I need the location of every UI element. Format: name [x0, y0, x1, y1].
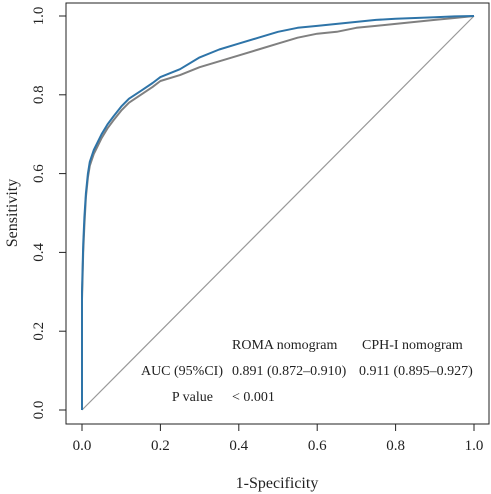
y-tick-label: 0.4 — [31, 243, 47, 262]
x-tick-label: 0.8 — [386, 438, 405, 454]
roma-column-header: ROMA nomogram — [232, 338, 338, 353]
y-tick-label: 0.2 — [31, 322, 47, 341]
plot-area — [81, 15, 475, 411]
x-axis: 0.0 0.2 0.4 0.6 0.8 1.0 — [73, 424, 484, 454]
cph-roc-curve — [81, 15, 475, 410]
reference-diagonal-line — [81, 15, 475, 411]
x-tick-label: 0.4 — [229, 438, 248, 454]
y-axis-title: Sensitivity — [4, 179, 21, 247]
x-tick-label: 1.0 — [465, 438, 484, 454]
plot-frame — [65, 2, 490, 425]
y-axis: 0.0 0.2 0.4 0.6 0.8 1.0 — [31, 7, 66, 420]
y-tick-label: 1.0 — [31, 7, 47, 26]
cph-auc-value: 0.911 (0.895–0.927) — [359, 364, 473, 379]
x-axis-title: 1-Specificity — [236, 475, 319, 492]
x-tick-label: 0.6 — [308, 438, 327, 454]
x-tick-label: 0.2 — [151, 438, 170, 454]
y-tick-label: 0.8 — [31, 85, 47, 104]
x-tick-label: 0.0 — [73, 438, 92, 454]
p-value: < 0.001 — [232, 390, 275, 405]
p-value-label: P value — [172, 390, 213, 405]
auc-row-label: AUC (95%CI) — [141, 364, 223, 379]
y-tick-label: 0.0 — [31, 401, 47, 420]
y-tick-label: 0.6 — [31, 164, 47, 183]
auc-annotation: ROMA nomogram CPH-I nomogram AUC (95%CI)… — [141, 338, 473, 405]
roma-auc-value: 0.891 (0.872–0.910) — [232, 364, 347, 379]
cph-column-header: CPH-I nomogram — [362, 338, 463, 353]
